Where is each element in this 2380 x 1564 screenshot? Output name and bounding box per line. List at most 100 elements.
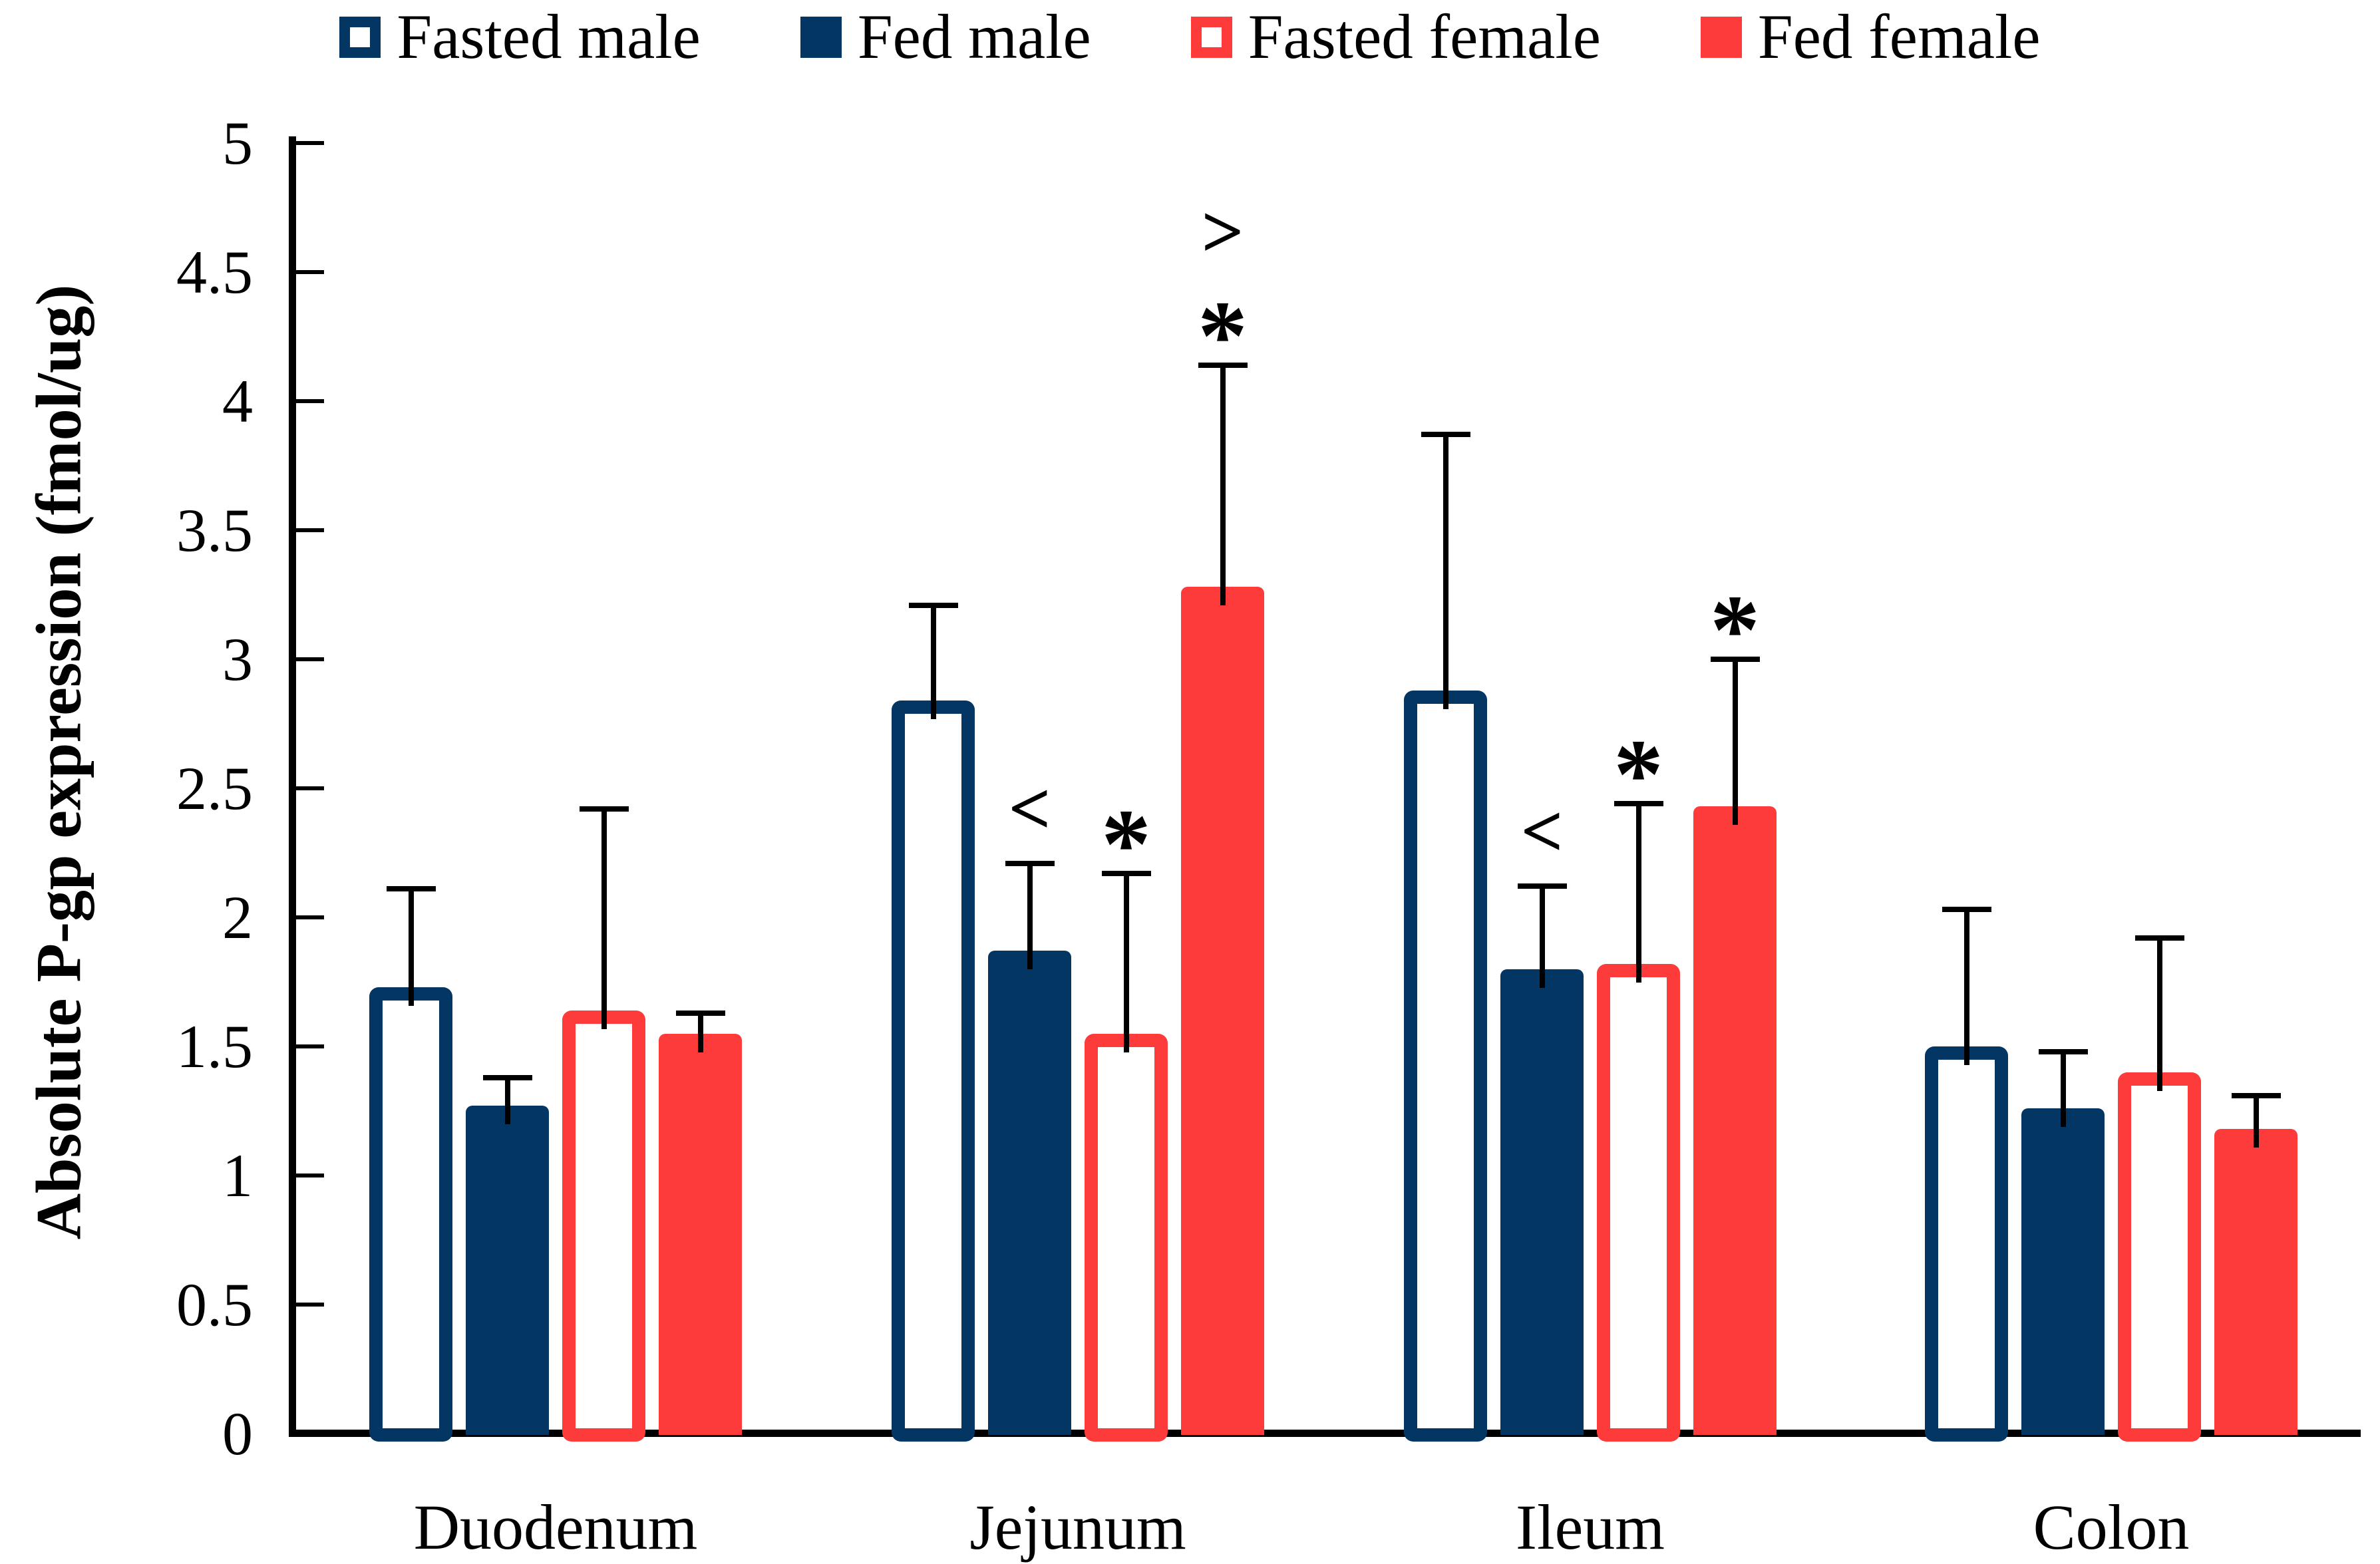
legend-item-fasted-female: Fasted female [1190, 1, 1601, 72]
error-cap-fed-male-colon [2038, 1048, 2088, 1054]
y-tick [296, 270, 324, 274]
y-tick-label: 2.5 [176, 754, 253, 822]
y-tick-label: 3.5 [176, 496, 253, 564]
bar-fasted-female-ileum [1597, 963, 1680, 1442]
error-cap-fasted-male-jejunum [908, 602, 958, 608]
y-tick [296, 528, 324, 532]
y-tick [296, 1044, 324, 1048]
error-bar-fed-male-jejunum [1027, 863, 1033, 970]
legend-item-fasted-male: Fasted male [339, 1, 701, 72]
annotation-fed-female-ileum: * [1662, 562, 1808, 685]
y-tick-label: 4.5 [176, 238, 253, 306]
bar-fed-female-colon [2214, 1129, 2297, 1435]
less-than-symbol: < [1008, 767, 1051, 850]
y-tick [296, 399, 324, 403]
asterisk-symbol: * [1198, 280, 1248, 391]
y-tick-label: 1 [222, 1142, 253, 1209]
bar-fasted-male-colon [1925, 1046, 2008, 1442]
error-bar-fed-female-duodenum [697, 1013, 703, 1052]
error-bar-fed-male-colon [2060, 1051, 2066, 1128]
y-tick-label: 3 [222, 625, 253, 693]
error-bar-fasted-male-duodenum [408, 889, 414, 1006]
error-bar-fasted-male-jejunum [930, 605, 936, 720]
bar-fasted-female-duodenum [562, 1010, 645, 1442]
bar-fasted-female-jejunum [1085, 1033, 1168, 1442]
legend-item-fed-female: Fed female [1700, 1, 2041, 72]
bar-fasted-female-colon [2118, 1072, 2201, 1442]
y-tick-label: 5 [222, 109, 253, 177]
error-bar-fasted-female-jejunum [1123, 873, 1129, 1052]
y-tick-label: 0 [222, 1400, 253, 1468]
bar-fed-female-jejunum [1181, 587, 1264, 1435]
y-tick [296, 1303, 324, 1307]
error-cap-fasted-female-colon [2134, 935, 2184, 941]
bar-fasted-male-duodenum [369, 987, 452, 1442]
y-tick [296, 657, 324, 661]
error-bar-fasted-female-colon [2156, 938, 2162, 1091]
error-cap-fasted-female-ileum [1614, 801, 1663, 807]
legend-item-fed-male: Fed male [800, 5, 1091, 69]
error-bar-fed-female-jejunum [1220, 365, 1226, 606]
error-cap-fasted-male-colon [1942, 907, 1991, 913]
error-cap-fed-female-colon [2231, 1092, 2281, 1098]
error-bar-fed-female-colon [2253, 1095, 2259, 1148]
error-cap-fasted-female-duodenum [579, 806, 629, 812]
greater-than-symbol: > [1201, 190, 1244, 273]
error-bar-fed-male-ileum [1539, 886, 1545, 988]
legend-label-fasted-male: Fasted male [397, 1, 701, 72]
y-tick [296, 786, 324, 790]
asterisk-symbol: * [1614, 719, 1663, 830]
bar-fed-female-duodenum [659, 1033, 742, 1435]
error-cap-fed-female-duodenum [675, 1010, 725, 1016]
y-tick [296, 915, 324, 919]
asterisk-symbol: * [1101, 789, 1151, 900]
bar-fed-male-duodenum [466, 1106, 549, 1435]
y-tick [296, 141, 324, 145]
y-tick-label: 1.5 [176, 1013, 253, 1080]
legend-label-fasted-female: Fasted female [1248, 1, 1601, 72]
legend-marker-fed-female-icon [1700, 16, 1742, 58]
x-category-label-ileum: Ileum [1516, 1491, 1665, 1563]
annotation-fasted-female-ileum: * [1566, 706, 1712, 830]
legend: Fasted male Fed male Fasted female Fed fema… [0, 5, 2380, 69]
error-bar-fed-male-duodenum [504, 1077, 510, 1125]
error-bar-fasted-female-duodenum [601, 809, 607, 1029]
bar-fasted-male-jejunum [892, 701, 975, 1442]
x-category-label-duodenum: Duodenum [413, 1491, 698, 1563]
annotation-fed-male-ileum: < [1469, 790, 1615, 873]
error-cap-fasted-male-ileum [1421, 432, 1470, 438]
error-cap-fed-female-jejunum [1198, 362, 1248, 368]
error-bar-fasted-male-colon [1963, 909, 1969, 1065]
legend-label-fed-female: Fed female [1757, 1, 2041, 72]
annotation-fasted-female-jejunum: * [1053, 776, 1200, 900]
bar-fed-male-jejunum [988, 951, 1071, 1435]
x-category-label-jejunum: Jejunum [969, 1491, 1186, 1563]
error-bar-fasted-male-ileum [1443, 434, 1448, 709]
legend-marker-fasted-female-icon [1190, 16, 1232, 58]
error-cap-fasted-male-duodenum [386, 886, 436, 892]
legend-label-fed-male: Fed male [857, 1, 1091, 72]
y-tick-label: 4 [222, 367, 253, 435]
y-tick-label: 2 [222, 883, 253, 951]
annotation-fed-male-jejunum: < [957, 767, 1103, 850]
bar-fed-male-colon [2021, 1108, 2105, 1435]
bar-fed-male-ileum [1500, 969, 1584, 1435]
legend-marker-fasted-male-icon [339, 16, 381, 58]
x-axis-line [289, 1430, 2361, 1437]
x-category-label-colon: Colon [2033, 1491, 2190, 1563]
y-axis-line [289, 136, 296, 1437]
error-cap-fed-female-ileum [1710, 657, 1760, 662]
error-cap-fed-male-duodenum [482, 1074, 532, 1080]
error-cap-fasted-female-jejunum [1101, 871, 1151, 877]
bar-fed-female-ileum [1693, 806, 1777, 1435]
less-than-symbol: < [1520, 790, 1564, 873]
error-cap-fed-male-ileum [1517, 883, 1567, 889]
legend-marker-fed-male-icon [800, 16, 842, 58]
bar-fasted-male-ileum [1404, 690, 1487, 1442]
y-tick-label: 0.5 [176, 1271, 253, 1338]
annotation-fed-female-jejunum: > * [1150, 190, 1296, 391]
error-cap-fed-male-jejunum [1005, 860, 1055, 866]
asterisk-symbol: * [1710, 575, 1760, 685]
error-bar-fasted-female-ileum [1635, 804, 1641, 983]
